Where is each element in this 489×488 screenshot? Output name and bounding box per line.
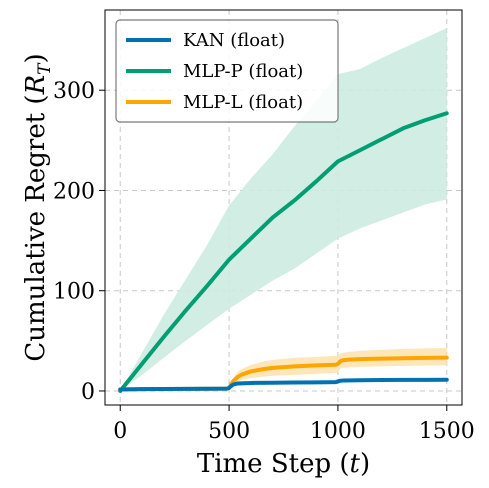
legend-box xyxy=(115,19,339,123)
y-tick-label: 200 xyxy=(53,179,95,204)
x-axis-label: Time Step (t) xyxy=(197,449,370,479)
y-axis-label: Cumulative Regret (RT) xyxy=(21,53,55,361)
line-kan-float xyxy=(118,377,449,392)
legend-label: MLP-P (float) xyxy=(183,61,303,82)
legend-label: MLP-L (float) xyxy=(183,92,303,113)
y-tick-label: 300 xyxy=(53,79,95,104)
plot-frame xyxy=(104,9,463,406)
x-tick-label: 0 xyxy=(113,419,127,444)
y-tick-label: 100 xyxy=(53,280,95,305)
x-tick-label: 1000 xyxy=(310,419,366,444)
x-tick-label: 1500 xyxy=(419,419,475,444)
x-tick-label: 500 xyxy=(208,419,250,444)
series-lines xyxy=(118,111,449,393)
y-tick-label: 0 xyxy=(81,380,95,405)
legend: KAN (float) MLP-P (float) MLP-L (float) xyxy=(115,19,339,123)
axis-ticks: 0 500 1000 1500 0 100 200 300 xyxy=(53,79,475,444)
line-mlp-p-float xyxy=(118,111,449,393)
legend-label: KAN (float) xyxy=(183,30,285,51)
